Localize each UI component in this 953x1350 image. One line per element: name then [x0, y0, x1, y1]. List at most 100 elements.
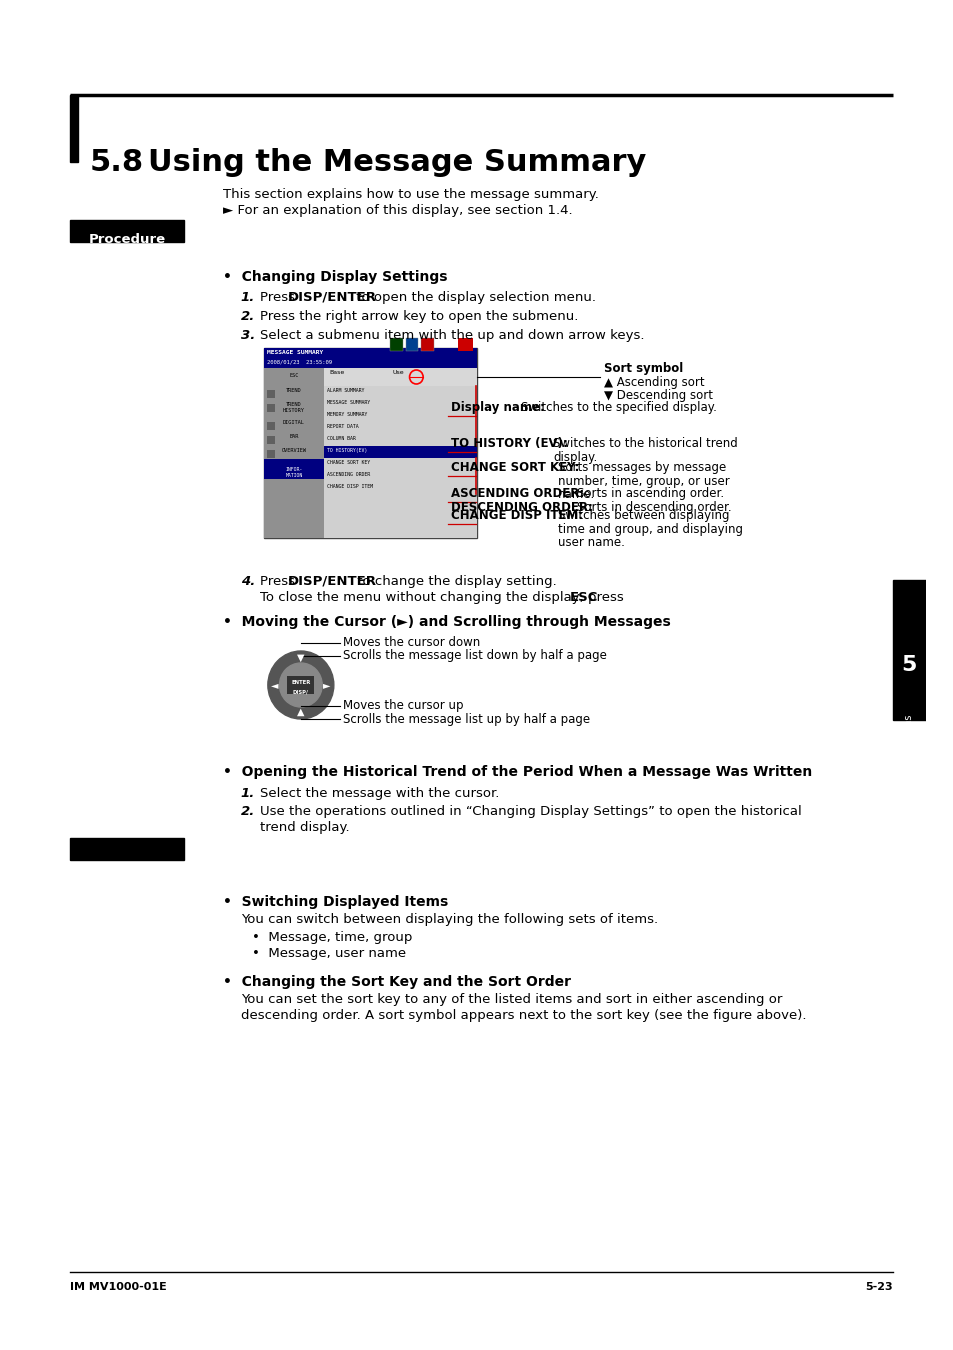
- Text: Moves the cursor down: Moves the cursor down: [342, 636, 479, 649]
- Text: 2008/01/23  23:55:09: 2008/01/23 23:55:09: [267, 359, 332, 364]
- Text: TREND: TREND: [286, 387, 301, 393]
- Text: This section explains how to use the message summary.: This section explains how to use the mes…: [223, 188, 598, 201]
- Text: ESC: ESC: [569, 591, 598, 603]
- Text: to change the display setting.: to change the display setting.: [353, 575, 557, 589]
- Text: Using the Message Summary: Using the Message Summary: [148, 148, 645, 177]
- Text: Moves the cursor up: Moves the cursor up: [342, 699, 462, 713]
- Text: BAR: BAR: [289, 433, 298, 439]
- Text: You can set the sort key to any of the listed items and sort in either ascending: You can set the sort key to any of the l…: [240, 994, 781, 1006]
- Text: •  Opening the Historical Trend of the Period When a Message Was Written: • Opening the Historical Trend of the Pe…: [223, 765, 812, 779]
- Text: TREND
HISTORY: TREND HISTORY: [283, 402, 305, 413]
- Bar: [264, 459, 324, 479]
- Text: Screen Operations: Screen Operations: [903, 716, 913, 806]
- Text: number, time, group, or user: number, time, group, or user: [558, 475, 729, 487]
- Bar: [324, 433, 477, 446]
- Text: Press: Press: [260, 292, 299, 304]
- Bar: [267, 450, 274, 458]
- Text: DIGITAL: DIGITAL: [283, 420, 305, 425]
- Text: DESCENDING ORDER:: DESCENDING ORDER:: [451, 501, 593, 514]
- Text: trend display.: trend display.: [260, 821, 350, 834]
- Text: Display name:: Display name:: [451, 401, 544, 414]
- Bar: [324, 369, 477, 386]
- Text: Press the right arrow key to open the submenu.: Press the right arrow key to open the su…: [260, 310, 578, 323]
- Bar: [324, 482, 477, 494]
- Text: •  Message, time, group: • Message, time, group: [252, 931, 413, 944]
- Bar: [405, 338, 417, 351]
- Text: •  Message, user name: • Message, user name: [252, 946, 406, 960]
- Text: Select the message with the cursor.: Select the message with the cursor.: [260, 787, 499, 801]
- Bar: [70, 95, 77, 162]
- Text: Procedure: Procedure: [89, 234, 166, 246]
- Text: ▼: ▼: [296, 653, 304, 663]
- Text: OVERVIEW: OVERVIEW: [281, 448, 306, 454]
- Bar: [892, 580, 924, 720]
- Text: 1.: 1.: [240, 787, 254, 801]
- Text: ALARM SUMMARY: ALARM SUMMARY: [327, 387, 364, 393]
- Bar: [264, 348, 477, 369]
- Text: display.: display.: [553, 451, 597, 464]
- Text: You can switch between displaying the following sets of items.: You can switch between displaying the fo…: [240, 913, 658, 926]
- Text: 2.: 2.: [240, 805, 254, 818]
- Text: 5.8: 5.8: [90, 148, 143, 177]
- Text: MESSAGE SUMMARY: MESSAGE SUMMARY: [327, 400, 370, 405]
- Text: Sorts in ascending order.: Sorts in ascending order.: [577, 487, 724, 500]
- Bar: [267, 390, 274, 398]
- Text: ENTER: ENTER: [291, 680, 311, 684]
- Text: DISP/ENTER: DISP/ENTER: [288, 575, 376, 589]
- Text: 1.: 1.: [240, 292, 254, 304]
- Bar: [324, 410, 477, 423]
- Text: •  Changing the Sort Key and the Sort Order: • Changing the Sort Key and the Sort Ord…: [223, 975, 571, 990]
- Text: Use the operations outlined in “Changing Display Settings” to open the historica: Use the operations outlined in “Changing…: [260, 805, 801, 818]
- Text: ▲: ▲: [296, 707, 304, 717]
- Text: •  Changing Display Settings: • Changing Display Settings: [223, 270, 447, 284]
- Text: Sorts messages by message: Sorts messages by message: [558, 460, 725, 474]
- Text: 4.: 4.: [240, 575, 254, 589]
- Bar: [457, 338, 472, 351]
- Text: Switches to the historical trend: Switches to the historical trend: [553, 437, 738, 450]
- Text: 5: 5: [901, 655, 916, 675]
- Text: user name.: user name.: [558, 536, 624, 549]
- Text: 3.: 3.: [240, 329, 254, 342]
- Text: CHANGE DISP ITEM:: CHANGE DISP ITEM:: [451, 509, 583, 522]
- Text: •  Switching Displayed Items: • Switching Displayed Items: [223, 895, 448, 909]
- Text: Press: Press: [260, 575, 299, 589]
- Text: Sort symbol: Sort symbol: [603, 362, 682, 375]
- Text: TO HISTORY (EV):: TO HISTORY (EV):: [451, 437, 568, 450]
- Text: To close the menu without changing the display, press: To close the menu without changing the d…: [260, 591, 627, 603]
- Text: descending order. A sort symbol appears next to the sort key (see the figure abo: descending order. A sort symbol appears …: [240, 1008, 805, 1022]
- Text: •  Moving the Cursor (►) and Scrolling through Messages: • Moving the Cursor (►) and Scrolling th…: [223, 616, 670, 629]
- Bar: [70, 220, 184, 242]
- Text: REPORT DATA: REPORT DATA: [327, 424, 358, 429]
- Bar: [287, 676, 314, 694]
- Text: CHANGE SORT KEY:: CHANGE SORT KEY:: [451, 460, 579, 474]
- Bar: [264, 369, 324, 539]
- Text: DISP/: DISP/: [293, 688, 309, 694]
- Text: DISP/ENTER: DISP/ENTER: [287, 292, 375, 304]
- Text: ◄: ◄: [271, 680, 278, 690]
- Text: INFOR-
MATION: INFOR- MATION: [285, 467, 302, 478]
- Text: ESC: ESC: [289, 373, 298, 378]
- Text: ASCENDING ORDER: ASCENDING ORDER: [327, 472, 370, 477]
- Bar: [324, 398, 477, 410]
- Text: time and group, and displaying: time and group, and displaying: [558, 522, 742, 536]
- Text: Scrolls the message list down by half a page: Scrolls the message list down by half a …: [342, 649, 606, 663]
- Text: Switches between displaying: Switches between displaying: [558, 509, 729, 522]
- Bar: [324, 386, 477, 398]
- Text: CHANGE SORT KEY: CHANGE SORT KEY: [327, 460, 370, 464]
- Text: ASCENDING ORDER:: ASCENDING ORDER:: [451, 487, 584, 500]
- Text: Switches to the specified display.: Switches to the specified display.: [520, 401, 717, 414]
- Text: ► For an explanation of this display, see section 1.4.: ► For an explanation of this display, se…: [223, 204, 572, 217]
- Bar: [70, 838, 184, 860]
- Text: .: .: [588, 591, 593, 603]
- Text: 5-23: 5-23: [864, 1282, 892, 1292]
- Text: ▼ Descending sort: ▼ Descending sort: [603, 389, 712, 402]
- Bar: [324, 423, 477, 433]
- Text: 2.: 2.: [240, 310, 254, 323]
- Text: COLUMN BAR: COLUMN BAR: [327, 436, 355, 441]
- Text: MEMORY SUMMARY: MEMORY SUMMARY: [327, 412, 367, 417]
- Text: ▲ Ascending sort: ▲ Ascending sort: [603, 377, 703, 389]
- Text: to open the display selection menu.: to open the display selection menu.: [352, 292, 596, 304]
- Text: Sorts in descending order.: Sorts in descending order.: [577, 501, 731, 514]
- Bar: [324, 369, 477, 539]
- Text: IM MV1000-01E: IM MV1000-01E: [70, 1282, 167, 1292]
